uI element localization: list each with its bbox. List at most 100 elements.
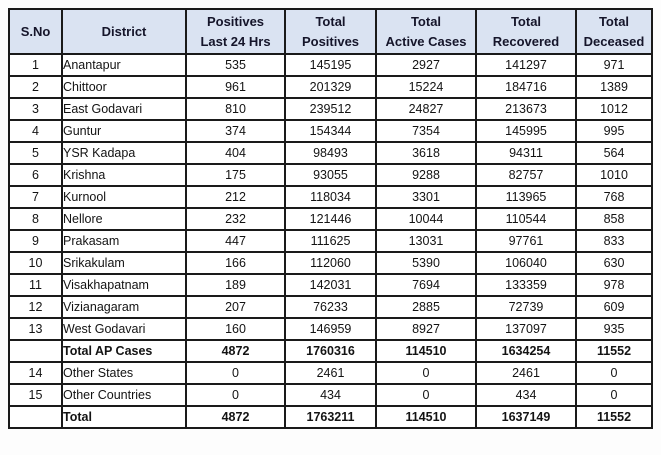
cell-sno: 12 (8, 295, 63, 319)
cell-total_positives: 142031 (284, 273, 377, 297)
cell-sno: 5 (8, 141, 63, 165)
cell-district: Vizianagaram (61, 295, 187, 319)
district-row: 9 Prakasam 447 111625 13031 97761 833 (8, 229, 653, 253)
district-row: 15 Other Countries 0 434 0 434 0 (8, 383, 653, 407)
cell-total_positives: 76233 (284, 295, 377, 319)
cell-sno: 11 (8, 273, 63, 297)
cell-total_deceased: 11552 (575, 405, 653, 429)
cell-positives_last_24_hrs: 0 (185, 361, 286, 385)
cell-total_deceased: 971 (575, 53, 653, 77)
table-header: S.No District Positives Last 24 Hrs Total Pos… (8, 8, 653, 55)
cell-total_active_cases: 15224 (375, 75, 477, 99)
cell-district: YSR Kadapa (61, 141, 187, 165)
cell-sno: 4 (8, 119, 63, 143)
cell-district: Total (61, 405, 187, 429)
cell-total_deceased: 833 (575, 229, 653, 253)
district-row: 4 Guntur 374 154344 7354 145995 995 (8, 119, 653, 143)
cell-total_recovered: 2461 (475, 361, 577, 385)
cell-district: Srikakulam (61, 251, 187, 275)
column-header-district: District (61, 8, 187, 55)
cell-district: Nellore (61, 207, 187, 231)
cell-total_positives: 118034 (284, 185, 377, 209)
district-row: 12 Vizianagaram 207 76233 2885 72739 609 (8, 295, 653, 319)
cell-district: Guntur (61, 119, 187, 143)
cell-total_deceased: 1389 (575, 75, 653, 99)
cell-positives_last_24_hrs: 175 (185, 163, 286, 187)
district-row: 7 Kurnool 212 118034 3301 113965 768 (8, 185, 653, 209)
cell-district: Chittoor (61, 75, 187, 99)
cell-positives_last_24_hrs: 535 (185, 53, 286, 77)
cell-total_recovered: 133359 (475, 273, 577, 297)
cell-positives_last_24_hrs: 160 (185, 317, 286, 341)
cell-total_deceased: 609 (575, 295, 653, 319)
cell-total_recovered: 94311 (475, 141, 577, 165)
cell-total_active_cases: 10044 (375, 207, 477, 231)
cell-positives_last_24_hrs: 447 (185, 229, 286, 253)
cell-total_recovered: 1637149 (475, 405, 577, 429)
cell-total_positives: 112060 (284, 251, 377, 275)
cell-total_positives: 201329 (284, 75, 377, 99)
cell-total_recovered: 82757 (475, 163, 577, 187)
district-row: 8 Nellore 232 121446 10044 110544 858 (8, 207, 653, 231)
cell-total_positives: 146959 (284, 317, 377, 341)
cell-district: Prakasam (61, 229, 187, 253)
cell-sno: 13 (8, 317, 63, 341)
cell-total_active_cases: 24827 (375, 97, 477, 121)
cell-total_deceased: 935 (575, 317, 653, 341)
cell-total_positives: 434 (284, 383, 377, 407)
cell-total_deceased: 1010 (575, 163, 653, 187)
cell-total_active_cases: 7354 (375, 119, 477, 143)
cell-total_active_cases: 8927 (375, 317, 477, 341)
cell-district: Total AP Cases (61, 339, 187, 363)
cell-total_active_cases: 13031 (375, 229, 477, 253)
cell-total_deceased: 978 (575, 273, 653, 297)
table-body: 1 Anantapur 535 145195 2927 141297 971 2 Chittoo… (8, 53, 653, 429)
cell-district: Other States (61, 361, 187, 385)
cell-district: East Godavari (61, 97, 187, 121)
cell-district: Other Countries (61, 383, 187, 407)
cell-total_active_cases: 9288 (375, 163, 477, 187)
cell-total_positives: 154344 (284, 119, 377, 143)
cell-total_recovered: 72739 (475, 295, 577, 319)
header-row: S.No District Positives Last 24 Hrs Total Pos… (8, 8, 653, 55)
cell-total_active_cases: 3301 (375, 185, 477, 209)
cell-total_active_cases: 0 (375, 383, 477, 407)
district-row: 2 Chittoor 961 201329 15224 184716 1389 (8, 75, 653, 99)
cell-total_positives: 239512 (284, 97, 377, 121)
cell-total_active_cases: 5390 (375, 251, 477, 275)
cell-total_positives: 121446 (284, 207, 377, 231)
cell-sno: 3 (8, 97, 63, 121)
cell-positives_last_24_hrs: 0 (185, 383, 286, 407)
cell-total_recovered: 1634254 (475, 339, 577, 363)
district-row: 11 Visakhapatnam 189 142031 7694 133359 978 (8, 273, 653, 297)
cell-total_positives: 1760316 (284, 339, 377, 363)
cell-total_positives: 111625 (284, 229, 377, 253)
cell-district: Visakhapatnam (61, 273, 187, 297)
cell-sno (8, 405, 63, 429)
district-row: 3 East Godavari 810 239512 24827 213673 1012 (8, 97, 653, 121)
cell-sno: 2 (8, 75, 63, 99)
cell-total_recovered: 113965 (475, 185, 577, 209)
cell-positives_last_24_hrs: 374 (185, 119, 286, 143)
cell-total_deceased: 1012 (575, 97, 653, 121)
cell-total_positives: 93055 (284, 163, 377, 187)
cell-total_positives: 98493 (284, 141, 377, 165)
district-row: 6 Krishna 175 93055 9288 82757 1010 (8, 163, 653, 187)
cell-total_deceased: 0 (575, 383, 653, 407)
cell-total_active_cases: 114510 (375, 339, 477, 363)
cell-sno (8, 339, 63, 363)
cell-positives_last_24_hrs: 212 (185, 185, 286, 209)
cell-positives_last_24_hrs: 207 (185, 295, 286, 319)
cell-positives_last_24_hrs: 404 (185, 141, 286, 165)
column-header-total_active_cases: Total Active Cases (375, 8, 477, 55)
column-header-sno: S.No (8, 8, 63, 55)
cell-total_deceased: 11552 (575, 339, 653, 363)
district-row: 10 Srikakulam 166 112060 5390 106040 630 (8, 251, 653, 275)
cell-district: Anantapur (61, 53, 187, 77)
cell-total_active_cases: 7694 (375, 273, 477, 297)
covid-district-table: S.No District Positives Last 24 Hrs Total Pos… (8, 8, 653, 429)
cell-sno: 7 (8, 185, 63, 209)
district-row: 13 West Godavari 160 146959 8927 137097 935 (8, 317, 653, 341)
cell-total_positives: 145195 (284, 53, 377, 77)
